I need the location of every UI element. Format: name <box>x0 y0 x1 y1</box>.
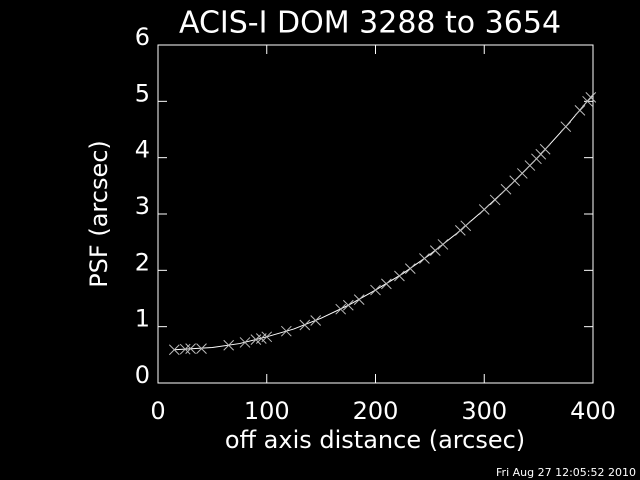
data-point <box>478 204 490 215</box>
data-point <box>185 343 196 354</box>
x-tick-label: 200 <box>353 397 399 425</box>
data-point <box>454 224 466 236</box>
data-point <box>342 299 354 311</box>
data-point <box>460 220 472 232</box>
data-point <box>280 325 292 337</box>
y-tick-label: 3 <box>135 192 150 220</box>
data-point <box>404 263 416 274</box>
data-point <box>585 92 597 103</box>
x-tick-label: 100 <box>244 397 290 425</box>
y-tick-label: 1 <box>135 305 150 333</box>
data-point <box>310 315 322 326</box>
data-point <box>437 239 449 250</box>
data-point <box>353 294 365 305</box>
x-axis-label: off axis distance (arcsec) <box>225 426 525 454</box>
x-tick-label: 400 <box>570 397 616 425</box>
data-point <box>335 303 347 315</box>
data-point <box>429 245 441 256</box>
data-point <box>489 194 501 206</box>
x-tick-label: 300 <box>461 397 507 425</box>
data-point <box>419 253 430 264</box>
x-tick-label: 0 <box>150 397 165 425</box>
y-axis-label: PSF (arcsec) <box>85 140 113 288</box>
y-tick-label: 4 <box>135 136 150 164</box>
data-point <box>500 183 512 195</box>
data-point <box>168 344 180 356</box>
data-point <box>394 270 405 282</box>
data-point <box>196 343 207 354</box>
data-point <box>299 319 311 331</box>
plot-frame <box>157 44 594 384</box>
fit-curve <box>174 94 594 351</box>
data-point <box>381 278 392 290</box>
chart-title: ACIS-I DOM 3288 to 3654 <box>179 6 561 41</box>
y-tick-label: 6 <box>135 23 150 51</box>
data-point <box>223 339 235 351</box>
timestamp: Fri Aug 27 12:05:52 2010 <box>496 466 636 479</box>
data-point <box>261 331 273 343</box>
data-point <box>535 148 547 160</box>
data-point <box>560 121 572 133</box>
y-tick-label: 0 <box>135 361 150 389</box>
data-point <box>574 104 586 116</box>
data-point <box>539 143 551 155</box>
y-tick-label: 2 <box>135 248 150 276</box>
y-tick-label: 5 <box>135 79 150 107</box>
data-point <box>239 337 251 348</box>
data-point <box>370 284 381 296</box>
